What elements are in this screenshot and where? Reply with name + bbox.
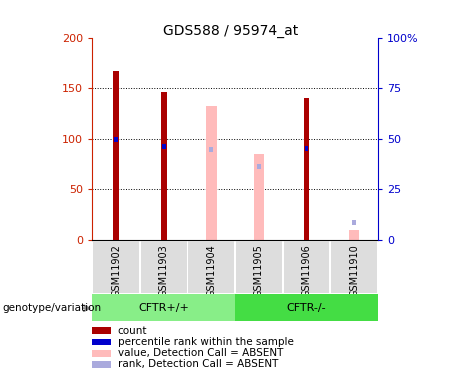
Bar [236, 241, 282, 293]
Text: GSM11904: GSM11904 [206, 244, 216, 297]
Bar [161, 92, 166, 240]
Bar [304, 98, 309, 240]
Bar [92, 294, 235, 321]
Text: CFTR+/+: CFTR+/+ [138, 303, 189, 312]
Text: GSM11910: GSM11910 [349, 244, 359, 297]
Text: GSM11903: GSM11903 [159, 244, 169, 297]
Text: rank, Detection Call = ABSENT: rank, Detection Call = ABSENT [118, 360, 278, 369]
Bar [331, 241, 377, 293]
Bar [114, 137, 118, 142]
Text: GSM11906: GSM11906 [301, 244, 312, 297]
Text: value, Detection Call = ABSENT: value, Detection Call = ABSENT [118, 348, 283, 358]
Bar [93, 241, 139, 293]
Text: CFTR-/-: CFTR-/- [287, 303, 326, 312]
Bar [113, 71, 119, 240]
Bar [284, 241, 330, 293]
Bar [349, 230, 360, 240]
Text: GSM11905: GSM11905 [254, 244, 264, 297]
Text: GDS588 / 95974_at: GDS588 / 95974_at [163, 24, 298, 38]
Bar [254, 154, 264, 240]
Bar [141, 241, 187, 293]
Text: GSM11902: GSM11902 [111, 244, 121, 297]
Text: percentile rank within the sample: percentile rank within the sample [118, 337, 294, 347]
Bar [257, 164, 261, 169]
Bar [189, 241, 234, 293]
Bar [206, 106, 217, 240]
Bar [209, 147, 213, 152]
Bar [352, 220, 356, 225]
Text: count: count [118, 326, 147, 336]
Bar [235, 294, 378, 321]
Text: genotype/variation: genotype/variation [2, 303, 101, 313]
Bar [305, 146, 308, 151]
Bar [162, 144, 165, 149]
